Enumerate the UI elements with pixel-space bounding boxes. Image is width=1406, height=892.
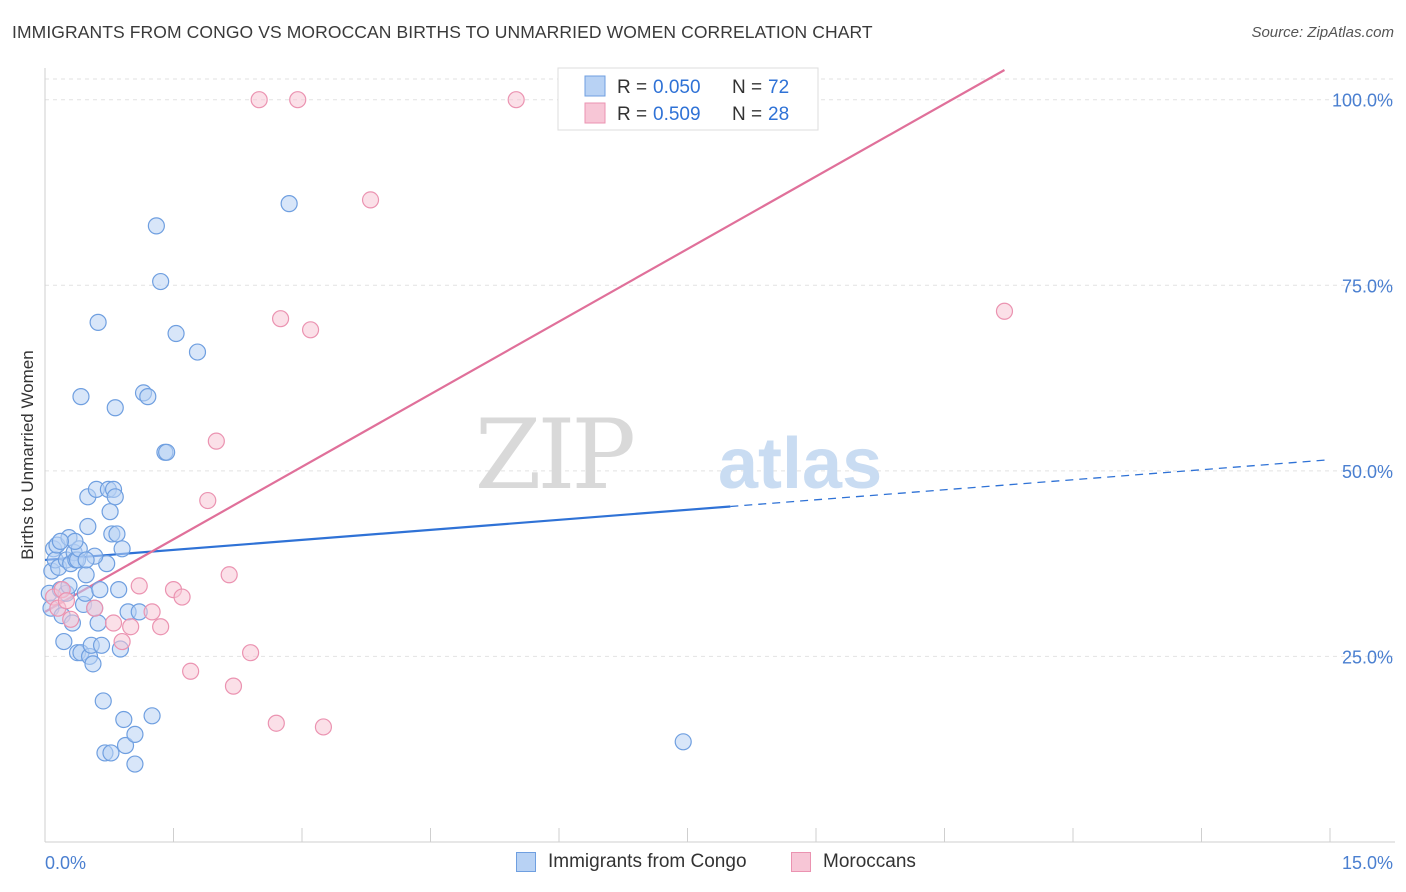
legend-r-value-congo: 0.050	[653, 77, 701, 98]
y-tick-label: 100.0%	[1332, 91, 1393, 111]
moroccan-point	[113, 632, 131, 651]
moroccan-point	[130, 577, 148, 595]
congo-point	[77, 551, 95, 569]
congo-point	[89, 614, 107, 632]
moroccan-point	[224, 677, 243, 695]
bottom-legend: Immigrants from Congo Moroccans	[0, 851, 1406, 877]
congo-point	[126, 755, 144, 773]
data-points	[40, 91, 1014, 773]
x-tick-labels: 0.0% 15.0%	[45, 853, 1393, 873]
congo-point	[158, 443, 176, 461]
legend-n-value-congo: 72	[768, 77, 789, 98]
moroccan-point	[250, 91, 268, 109]
moroccan-point	[152, 618, 170, 636]
bottom-legend-item-congo: Immigrants from Congo	[516, 851, 747, 873]
legend-swatch-moroccan	[584, 102, 606, 124]
congo-trend-extension	[730, 459, 1331, 508]
x-tick-label: 15.0%	[1342, 853, 1393, 873]
congo-point	[139, 388, 157, 406]
congo-point	[108, 525, 126, 543]
y-tick-label: 25.0%	[1342, 647, 1393, 667]
congo-point	[101, 503, 119, 521]
axes	[44, 68, 1395, 843]
moroccan-point	[143, 603, 161, 621]
moroccan-point	[220, 566, 238, 584]
trend-lines	[44, 69, 1331, 613]
congo-point	[94, 692, 112, 710]
congo-point	[167, 324, 185, 343]
chart-source: Source: ZipAtlas.com	[1251, 24, 1394, 41]
y-tick-label: 75.0%	[1342, 276, 1393, 296]
moroccan-point	[57, 592, 76, 610]
bottom-legend-swatch-congo	[516, 852, 536, 872]
legend: R = 0.050 N = 72 R = 0.509 N = 28	[557, 67, 819, 131]
congo-point	[66, 532, 84, 550]
congo-point	[143, 707, 161, 725]
legend-n-label-moroccan: N =	[732, 104, 762, 125]
legend-r-label-congo: R =	[617, 77, 647, 98]
moroccan-point	[289, 91, 307, 109]
moroccan-point	[182, 662, 200, 680]
bottom-legend-swatch-moroccan	[791, 852, 811, 872]
moroccan-point	[301, 321, 320, 339]
congo-trend-line	[44, 505, 731, 562]
gridlines	[45, 78, 1395, 657]
bottom-legend-label-moroccan: Moroccans	[823, 851, 916, 872]
congo-point	[113, 540, 131, 558]
legend-n-value-moroccan: 28	[768, 104, 789, 125]
bottom-legend-label-congo: Immigrants from Congo	[548, 851, 747, 872]
congo-point	[106, 488, 124, 506]
congo-point	[126, 725, 144, 743]
congo-point	[77, 566, 95, 584]
congo-point	[91, 581, 109, 599]
moroccan-point	[361, 191, 380, 209]
congo-point	[89, 313, 107, 331]
congo-point	[76, 584, 94, 602]
congo-point	[110, 581, 128, 599]
congo-point	[152, 272, 170, 291]
bottom-legend-item-moroccan: Moroccans	[791, 851, 916, 873]
watermark: ZIP atlas	[475, 399, 882, 511]
congo-point	[147, 217, 165, 235]
moroccan-point	[207, 432, 225, 450]
congo-point	[79, 517, 97, 536]
moroccan-point	[271, 310, 290, 328]
moroccan-point	[199, 491, 217, 510]
watermark-zip: ZIP	[475, 399, 634, 511]
moroccan-point	[267, 714, 285, 732]
moroccan-point	[62, 610, 80, 628]
moroccan-point	[86, 599, 104, 617]
congo-point	[51, 532, 70, 550]
legend-r-value-moroccan: 0.509	[653, 104, 701, 125]
congo-point	[92, 636, 111, 654]
congo-point	[72, 388, 90, 406]
congo-point	[115, 710, 133, 729]
congo-point	[55, 632, 73, 651]
congo-point	[84, 655, 102, 673]
x-tick-label: 0.0%	[45, 853, 86, 873]
congo-point	[188, 343, 207, 361]
congo-point	[106, 399, 124, 417]
legend-r-label-moroccan: R =	[617, 104, 647, 125]
congo-point	[280, 195, 298, 213]
moroccan-point	[995, 302, 1014, 320]
moroccan-point	[104, 614, 123, 632]
moroccan-trend-line	[44, 69, 1006, 613]
moroccan-point	[242, 644, 260, 662]
legend-swatch-congo	[584, 75, 606, 97]
y-tick-label: 50.0%	[1342, 462, 1393, 482]
legend-n-label-congo: N =	[732, 77, 762, 98]
congo-point	[674, 733, 692, 751]
moroccan-point	[173, 588, 191, 606]
moroccan-point	[314, 718, 333, 736]
moroccan-point	[122, 618, 140, 636]
chart-title: IMMIGRANTS FROM CONGO VS MOROCCAN BIRTHS…	[12, 22, 873, 42]
y-tick-labels: 25.0% 50.0% 75.0% 100.0%	[1332, 91, 1393, 668]
congo-point	[116, 736, 135, 755]
congo-point	[102, 744, 120, 762]
watermark-atlas: atlas	[718, 424, 882, 504]
moroccan-point	[507, 91, 525, 109]
